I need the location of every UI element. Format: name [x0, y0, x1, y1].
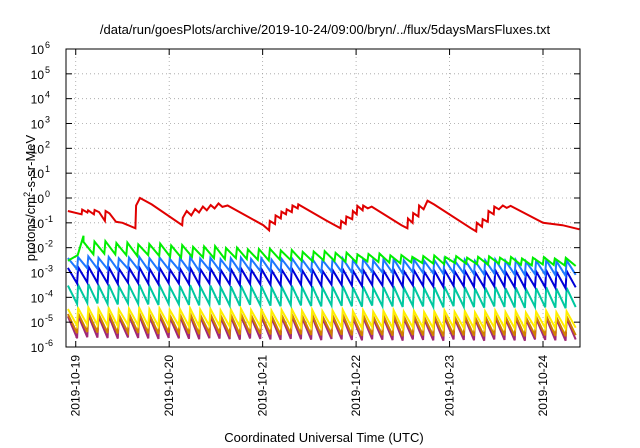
y-tick-exponent: 0	[45, 189, 50, 199]
chart-title: /data/run/goesPlots/archive/2019-10-24/0…	[100, 22, 551, 37]
x-tick-label: 2019-10-24	[536, 355, 550, 417]
y-tick-label: 10	[31, 341, 45, 355]
series-line-4	[67, 280, 577, 311]
y-tick-label: 10	[31, 291, 45, 305]
y-tick-exponent: 6	[45, 40, 50, 50]
y-tick-exponent: 4	[45, 90, 50, 100]
y-tick-exponent: 3	[45, 115, 50, 125]
y-tick-exponent: 5	[45, 65, 50, 75]
y-axis-label-unit: -s-sr-MeV	[23, 134, 38, 191]
y-tick-exponent: -3	[45, 264, 53, 274]
y-tick-exponent: -5	[45, 313, 53, 323]
series-line-5	[67, 303, 577, 333]
y-tick-exponent: -6	[45, 338, 53, 348]
y-tick-exponent: 1	[45, 164, 50, 174]
plot-frame	[65, 48, 581, 348]
x-tick-label: 2019-10-23	[443, 355, 457, 417]
x-tick-label: 2019-10-21	[256, 355, 270, 417]
y-tick-label: 10	[31, 242, 45, 256]
x-tick-label: 2019-10-22	[349, 355, 363, 417]
y-tick-exponent: -2	[45, 239, 53, 249]
series-line-2	[67, 253, 577, 279]
ticks: 10 -610 -510 -410 -310 -210 -110 010 110 210 310 41…	[31, 40, 580, 416]
y-tick-label: 10	[31, 118, 45, 132]
y-tick-label: 10	[31, 267, 45, 281]
x-tick-label: 2019-10-19	[69, 355, 83, 417]
y-tick-label: 10	[31, 93, 45, 107]
y-tick-exponent: 2	[45, 139, 50, 149]
series-group	[66, 196, 580, 342]
series-line-1	[67, 235, 577, 268]
y-tick-label: 10	[31, 43, 45, 57]
y-tick-label: 10	[31, 192, 45, 206]
y-tick-label: 10	[31, 68, 45, 82]
x-tick-label: 2019-10-20	[162, 355, 176, 417]
y-axis-label-main: protons/cm	[23, 197, 38, 261]
y-tick-label: 10	[31, 167, 45, 181]
y-tick-exponent: -1	[45, 214, 53, 224]
series-line-0	[67, 196, 580, 234]
y-tick-label: 10	[31, 316, 45, 330]
y-tick-label: 10	[31, 142, 45, 156]
y-tick-exponent: -4	[45, 288, 53, 298]
y-tick-label: 10	[31, 217, 45, 231]
y-axis-label-superscript: 2	[22, 192, 32, 197]
series-line-3	[67, 262, 577, 292]
x-axis-label: Coordinated Universal Time (UTC)	[224, 430, 423, 445]
y-axis-label: protons/cm2-s-sr-MeV	[22, 134, 38, 261]
